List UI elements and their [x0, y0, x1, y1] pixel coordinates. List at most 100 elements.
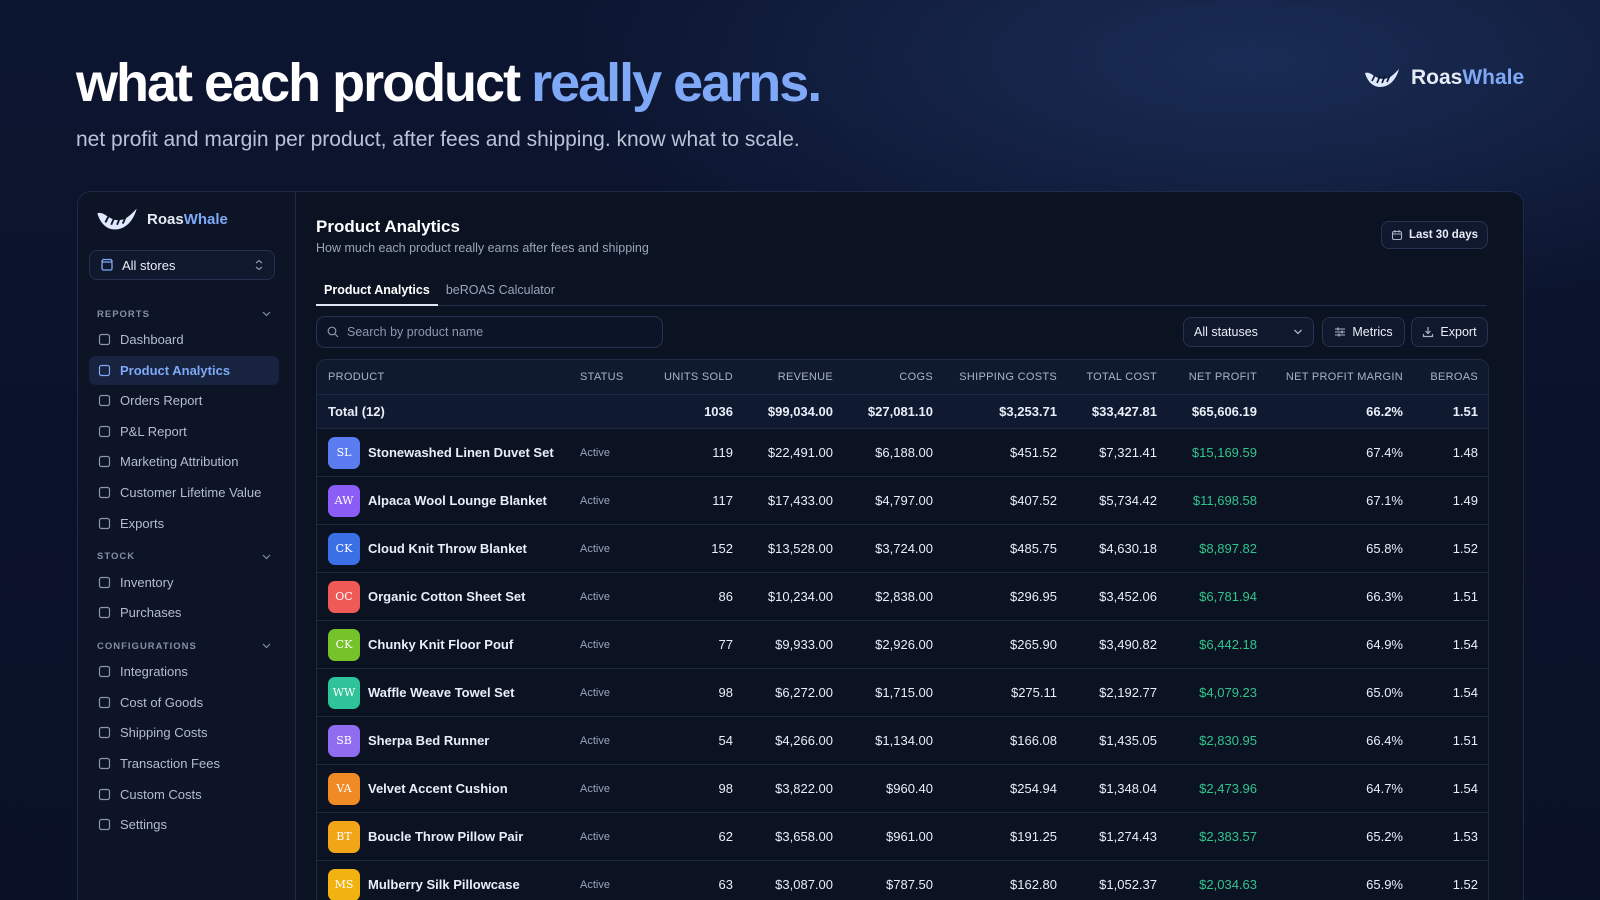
sidebar-brand[interactable]: RoasWhale: [95, 206, 228, 232]
nav-icon: [98, 576, 111, 588]
tab[interactable]: beROAS Calculator: [445, 283, 555, 297]
product-row[interactable]: OC Organic Cotton Sheet Set Active 86 $10,23…: [317, 572, 1488, 621]
product-row[interactable]: CK Chunky Knit Floor Pouf Active 77 $9,933.0…: [317, 620, 1488, 669]
nav-icon: [98, 819, 111, 831]
search-input[interactable]: Search by product name: [316, 316, 663, 348]
nav-item[interactable]: Shipping Costs: [89, 718, 279, 747]
metric-cell: 117: [653, 476, 743, 525]
metric-cell: $2,383.57: [1167, 812, 1267, 861]
nav-item[interactable]: Exports: [89, 509, 279, 538]
product-row[interactable]: SB Sherpa Bed Runner Active 54 $4,266.00 $1,1…: [317, 716, 1488, 765]
nav-item[interactable]: Transaction Fees: [89, 749, 279, 778]
nav-item[interactable]: Orders Report: [89, 386, 279, 415]
product-row[interactable]: WW Waffle Weave Towel Set Active 98 $6,272.0…: [317, 668, 1488, 717]
date-range-button[interactable]: Last 30 days: [1381, 221, 1488, 249]
metric-cell: $6,442.18: [1167, 620, 1267, 669]
page-title: Product Analytics: [316, 217, 460, 236]
nav-item[interactable]: Purchases: [89, 598, 279, 627]
sidebar-brand-part: Roas: [147, 210, 184, 228]
nav-section-title[interactable]: REPORTS: [89, 303, 279, 325]
nav-item[interactable]: Dashboard: [89, 325, 279, 354]
nav-section-label: CONFIGURATIONS: [97, 640, 197, 652]
column-header: BEROAS: [1413, 360, 1488, 395]
metric-cell: $2,926.00: [843, 620, 943, 669]
product-avatar: CK: [328, 628, 360, 661]
column-header: SHIPPING COSTS: [943, 360, 1067, 395]
nav-item[interactable]: Cost of Goods: [89, 688, 279, 717]
metric-cell: 67.4%: [1267, 428, 1413, 477]
product-row[interactable]: BT Boucle Throw Pillow Pair Active 62 $3,658…: [317, 812, 1488, 861]
hero-title: what each product really earns.: [76, 52, 822, 114]
status-cell: Active: [580, 860, 653, 900]
table-body: Total (12) 1036 $99,034.00 $27,081.10 $3,253…: [317, 394, 1488, 900]
store-selector[interactable]: All stores: [89, 250, 275, 280]
nav-item[interactable]: Customer Lifetime Value: [89, 478, 279, 507]
section-chevron: [262, 311, 271, 317]
nav-item[interactable]: Marketing Attribution: [89, 447, 279, 476]
product: CK Chunky Knit Floor Pouf: [328, 628, 570, 661]
column-header: REVENUE: [743, 360, 843, 395]
metric-cell: $4,266.00: [743, 716, 843, 765]
metric-cell: $2,473.96: [1167, 764, 1267, 813]
search-placeholder: Search by product name: [347, 325, 484, 339]
product-name: Chunky Knit Floor Pouf: [368, 637, 514, 652]
export-icon: [1423, 327, 1434, 338]
column-header: PRODUCT: [317, 360, 580, 395]
nav-section-title[interactable]: CONFIGURATIONS: [89, 635, 279, 657]
nav-item[interactable]: Inventory: [89, 568, 279, 597]
nav-icon: [98, 727, 111, 739]
product-row[interactable]: VA Velvet Accent Cushion Active 98 $3,822.00…: [317, 764, 1488, 813]
column-header: COGS: [843, 360, 943, 395]
sidebar-nav: REPORTS Dashboard Product Analytics Orders …: [89, 295, 279, 841]
product: CK Cloud Knit Throw Blanket: [328, 532, 570, 565]
product-cell: SL Stonewashed Linen Duvet Set: [317, 428, 580, 477]
nav-icon: [98, 757, 111, 770]
metric-cell: 1.54: [1413, 620, 1488, 669]
nav-item[interactable]: Integrations: [89, 657, 279, 686]
export-button[interactable]: Export: [1411, 317, 1488, 347]
metric-cell: $1,715.00: [843, 668, 943, 717]
status-filter[interactable]: All statuses: [1183, 317, 1314, 347]
nav-icon: [98, 696, 111, 708]
metric-cell: 1.54: [1413, 668, 1488, 717]
nav-item[interactable]: P&L Report: [89, 417, 279, 446]
product-avatar: WW: [328, 676, 360, 709]
metric-cell: $407.52: [943, 476, 1067, 525]
nav-section-title[interactable]: STOCK: [89, 546, 279, 568]
metric-cell: 65.8%: [1267, 524, 1413, 573]
metric-cell: $4,630.18: [1067, 524, 1167, 573]
metric-cell: 66.4%: [1267, 716, 1413, 765]
column-header: STATUS: [580, 360, 653, 395]
metric-cell: 65.2%: [1267, 812, 1413, 861]
metric-cell: $7,321.41: [1067, 428, 1167, 477]
product-row[interactable]: AW Alpaca Wool Lounge Blanket Active 117 $17…: [317, 476, 1488, 525]
page-subtitle: How much each product really earns after…: [316, 241, 649, 255]
status-cell: Active: [580, 620, 653, 669]
metric-cell: 65.0%: [1267, 668, 1413, 717]
metric-cell: $296.95: [943, 572, 1067, 621]
metric-cell: 1.54: [1413, 764, 1488, 813]
nav-item[interactable]: Custom Costs: [89, 780, 279, 809]
metrics-button[interactable]: Metrics: [1322, 317, 1405, 347]
product-row[interactable]: SL Stonewashed Linen Duvet Set Active 119 $2…: [317, 428, 1488, 477]
metric-cell: 98: [653, 764, 743, 813]
product-name: Waffle Weave Towel Set: [368, 685, 515, 700]
nav-item-label: Shipping Costs: [120, 725, 208, 741]
total-cell: $65,606.19: [1167, 394, 1267, 429]
metric-cell: $3,822.00: [743, 764, 843, 813]
product-cell: VA Velvet Accent Cushion: [317, 764, 580, 813]
product-row[interactable]: CK Cloud Knit Throw Blanket Active 152 $13,5…: [317, 524, 1488, 573]
metric-cell: 1.53: [1413, 812, 1488, 861]
metric-cell: 152: [653, 524, 743, 573]
product-row[interactable]: MS Mulberry Silk Pillowcase Active 63 $3,087…: [317, 860, 1488, 900]
brand: RoasWhale: [1363, 66, 1524, 90]
product-name: Boucle Throw Pillow Pair: [368, 829, 524, 844]
product-name: Cloud Knit Throw Blanket: [368, 541, 527, 556]
metric-cell: $2,034.63: [1167, 860, 1267, 900]
total-status-cell: [580, 394, 653, 429]
product-name: Mulberry Silk Pillowcase: [368, 877, 520, 892]
metric-cell: $6,272.00: [743, 668, 843, 717]
tab[interactable]: Product Analytics: [316, 279, 438, 306]
nav-item[interactable]: Product Analytics: [89, 355, 279, 385]
nav-item[interactable]: Settings: [89, 810, 279, 839]
